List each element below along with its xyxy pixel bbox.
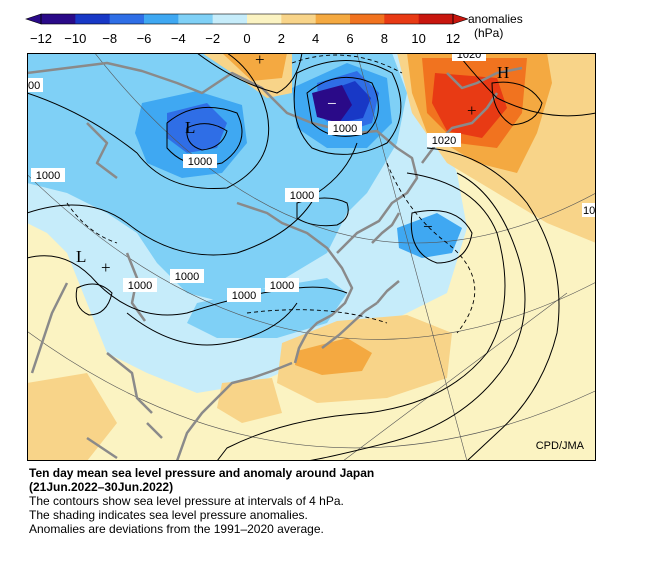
colorbar-right-arrow: [452, 13, 469, 25]
contour-label: 1020: [427, 133, 461, 147]
colorbar-tick-label: 8: [380, 31, 388, 46]
svg-text:1000: 1000: [333, 123, 357, 135]
colorbar-cell: [75, 14, 111, 24]
contour-label: 1020: [452, 53, 486, 61]
contour-label: 1000: [265, 278, 299, 292]
colorbar-title-line2: (hPa): [474, 26, 504, 40]
anomaly-plus-symbol: +: [101, 258, 111, 277]
positive-anomaly-region: [27, 373, 117, 461]
svg-text:1000: 1000: [175, 271, 199, 283]
svg-text:1020: 1020: [457, 53, 481, 61]
map-credit: CPD/JMA: [535, 440, 584, 452]
colorbar-tick-label: −8: [102, 31, 118, 46]
colorbar-cell: [418, 14, 454, 24]
low-symbol: L: [185, 118, 195, 137]
colorbar-tick-label: 10: [411, 31, 426, 46]
anomaly-shading: [27, 53, 596, 461]
contour-label: 1000: [285, 188, 319, 202]
colorbar-cell: [178, 14, 214, 24]
caption-shading-note: The shading indicates sea level pressure…: [29, 508, 308, 522]
colorbar-cell: [109, 14, 145, 24]
map-frame: [27, 53, 596, 461]
colorbar-cell: [212, 14, 248, 24]
svg-text:00: 00: [28, 80, 40, 92]
contour-label: 1000: [227, 288, 261, 302]
colorbar-tick-label: 0: [243, 31, 251, 46]
colorbar-tick-label: 6: [346, 31, 354, 46]
colorbar-cells: [41, 14, 454, 24]
colorbar-tick-label: −2: [205, 31, 221, 46]
negative-anomaly-region: [312, 85, 352, 123]
svg-text:1000: 1000: [36, 170, 60, 182]
colorbar-tick-label: −4: [170, 31, 186, 46]
colorbar-title-line1: anomalies: [468, 12, 523, 26]
negative-anomaly-region: [397, 213, 462, 258]
contour-labels: 1000 1000 1000 1000 1000 1000 1000 1000 …: [27, 53, 596, 302]
colorbar-cell: [384, 14, 420, 24]
colorbar-tick-label: −10: [64, 31, 87, 46]
colorbar-tick-label: −12: [29, 31, 53, 46]
pressure-anomaly-map: 1000 1000 1000 1000 1000 1000 1000 1000 …: [27, 53, 596, 461]
contour-label: 1000: [328, 121, 362, 135]
anomaly-colorbar: [25, 13, 469, 25]
positive-anomaly-region: [295, 338, 372, 375]
colorbar-cell: [315, 14, 351, 24]
svg-text:1000: 1000: [232, 290, 256, 302]
negative-anomaly-region: [187, 278, 347, 338]
colorbar-tick-label: 2: [277, 31, 285, 46]
anomaly-plus-symbol: +: [467, 101, 477, 120]
contour-label: 1000: [31, 168, 65, 182]
caption-anomaly-note: Anomalies are deviations from the 1991–2…: [29, 522, 324, 536]
svg-text:10: 10: [583, 205, 595, 217]
anomaly-minus-symbol: −: [423, 217, 433, 236]
svg-text:1020: 1020: [432, 135, 456, 147]
caption-contours-note: The contours show sea level pressure at …: [29, 494, 344, 508]
positive-anomaly-region: [222, 53, 287, 81]
anomaly-minus-symbol: −: [327, 94, 337, 113]
colorbar-cell: [281, 14, 317, 24]
dashed-contours: [66, 54, 476, 334]
colorbar-cell: [144, 14, 179, 24]
colorbar-cell: [41, 14, 76, 24]
low-symbol: L: [76, 247, 86, 266]
high-symbol: H: [497, 63, 509, 82]
svg-text:1000: 1000: [290, 190, 314, 202]
contour-label: 1000: [183, 154, 217, 168]
svg-text:1000: 1000: [270, 280, 294, 292]
svg-text:1000: 1000: [188, 156, 212, 168]
colorbar-cell: [350, 14, 385, 24]
contour-label: 1000: [170, 269, 204, 283]
caption-period: (21Jun.2022–30Jun.2022): [29, 480, 174, 494]
figure-caption: Ten day mean sea level pressure and anom…: [29, 466, 374, 536]
pressure-contours: [27, 53, 596, 461]
colorbar-tick-label: 12: [445, 31, 461, 46]
anomaly-plus-symbol: +: [255, 53, 265, 69]
colorbar-left-arrow: [25, 13, 42, 25]
caption-title: Ten day mean sea level pressure and anom…: [29, 466, 375, 480]
colorbar-cell: [247, 14, 282, 24]
svg-text:1000: 1000: [128, 280, 152, 292]
contour-label: 10: [582, 203, 596, 217]
positive-anomaly-region: [217, 378, 282, 423]
colorbar-title: anomalies (hPa): [468, 12, 523, 40]
contour-label: 00: [27, 78, 43, 92]
contour-label: 1000: [123, 278, 157, 292]
pressure-centre-symbols: L L H + + + − −: [76, 53, 509, 277]
colorbar-tick-label: 4: [312, 31, 320, 46]
colorbar-tick-label: −6: [136, 31, 152, 46]
negative-anomaly-region: [167, 103, 227, 153]
